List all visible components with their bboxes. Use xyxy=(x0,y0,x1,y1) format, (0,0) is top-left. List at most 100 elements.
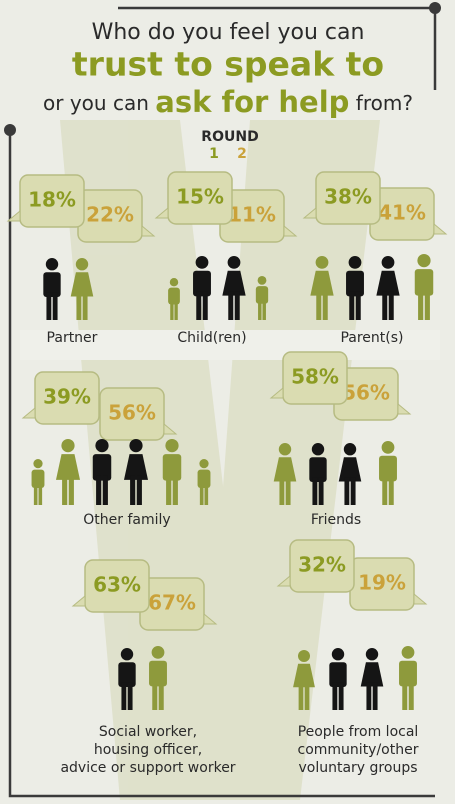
leg xyxy=(170,301,173,320)
head xyxy=(382,256,395,269)
head xyxy=(298,650,310,662)
leg xyxy=(351,477,356,505)
group-label: Partner xyxy=(47,330,98,346)
body xyxy=(379,456,397,482)
body xyxy=(149,661,167,687)
percentage-r1: 38% xyxy=(324,185,372,209)
leg xyxy=(339,682,344,710)
title-emphasis: ask for help xyxy=(155,85,349,119)
leg xyxy=(373,682,378,710)
leg xyxy=(166,475,171,505)
head xyxy=(165,439,178,452)
legend-round2: 2 xyxy=(237,146,247,162)
title-line: Who do you feel you can xyxy=(92,20,365,45)
group-label: community/other xyxy=(298,742,419,758)
group-label: Other family xyxy=(83,512,170,528)
percentage-r2: 11% xyxy=(228,203,276,227)
head xyxy=(402,646,415,659)
percentage-r1: 15% xyxy=(176,185,224,209)
body xyxy=(193,271,211,297)
leg xyxy=(103,475,108,505)
body xyxy=(163,454,181,480)
head xyxy=(61,439,74,452)
leg xyxy=(203,291,208,320)
body xyxy=(118,662,135,687)
leg xyxy=(173,475,178,505)
leg xyxy=(46,292,51,320)
frame-dot xyxy=(4,124,16,136)
leg xyxy=(299,683,304,710)
head xyxy=(279,443,291,455)
legend-title: ROUND xyxy=(201,129,258,145)
head xyxy=(312,443,324,455)
leg xyxy=(389,291,394,320)
body xyxy=(399,661,417,687)
leg xyxy=(76,292,81,320)
leg xyxy=(349,291,354,320)
leg xyxy=(312,477,317,505)
body xyxy=(32,470,45,488)
leg xyxy=(205,484,209,505)
group-label: advice or support worker xyxy=(60,760,235,776)
leg xyxy=(34,484,38,505)
head xyxy=(366,648,378,660)
leg xyxy=(235,291,240,320)
percentage-r2: 41% xyxy=(378,201,426,225)
head xyxy=(417,254,430,267)
head xyxy=(129,439,142,452)
group-label: Parent(s) xyxy=(340,330,403,346)
leg xyxy=(121,682,126,710)
leg xyxy=(137,475,142,505)
head xyxy=(344,443,356,455)
head xyxy=(199,459,208,468)
percentage-r2: 22% xyxy=(86,203,134,227)
leg xyxy=(425,290,430,320)
group-label: voluntary groups xyxy=(299,760,418,776)
leg xyxy=(62,475,67,505)
leg xyxy=(83,292,88,320)
title-text: from? xyxy=(356,91,413,115)
head xyxy=(382,441,395,454)
body xyxy=(43,272,60,297)
head xyxy=(349,256,362,269)
head xyxy=(228,256,241,269)
head xyxy=(316,256,329,269)
head xyxy=(95,439,108,452)
leg xyxy=(159,681,164,710)
infographic: Who do you feel you can trust to speak t… xyxy=(0,0,455,804)
percentage-r1: 39% xyxy=(43,385,91,409)
leg xyxy=(174,301,177,320)
percentage-r2: 56% xyxy=(108,401,156,425)
title-text: or you can xyxy=(43,91,149,115)
leg xyxy=(130,475,135,505)
group-label: People from local xyxy=(298,724,419,740)
leg xyxy=(389,476,394,505)
body xyxy=(329,662,346,687)
group-label: Social worker, xyxy=(99,724,197,740)
leg xyxy=(228,291,233,320)
leg xyxy=(200,484,204,505)
leg xyxy=(286,477,291,505)
body xyxy=(415,269,433,295)
leg xyxy=(279,477,284,505)
leg xyxy=(69,475,74,505)
leg xyxy=(366,682,371,710)
leg xyxy=(344,477,349,505)
leg xyxy=(316,291,321,320)
head xyxy=(76,258,88,270)
leg xyxy=(305,683,310,710)
group-label: Child(ren) xyxy=(177,330,246,346)
body xyxy=(168,288,180,305)
percentage-r1: 58% xyxy=(291,365,339,389)
head xyxy=(258,276,267,285)
leg xyxy=(196,291,201,320)
head xyxy=(33,459,42,468)
body xyxy=(198,470,211,488)
leg xyxy=(402,681,407,710)
head xyxy=(152,646,165,659)
head xyxy=(332,648,344,660)
leg xyxy=(382,476,387,505)
leg xyxy=(258,300,261,320)
body xyxy=(309,457,326,482)
leg xyxy=(332,682,337,710)
